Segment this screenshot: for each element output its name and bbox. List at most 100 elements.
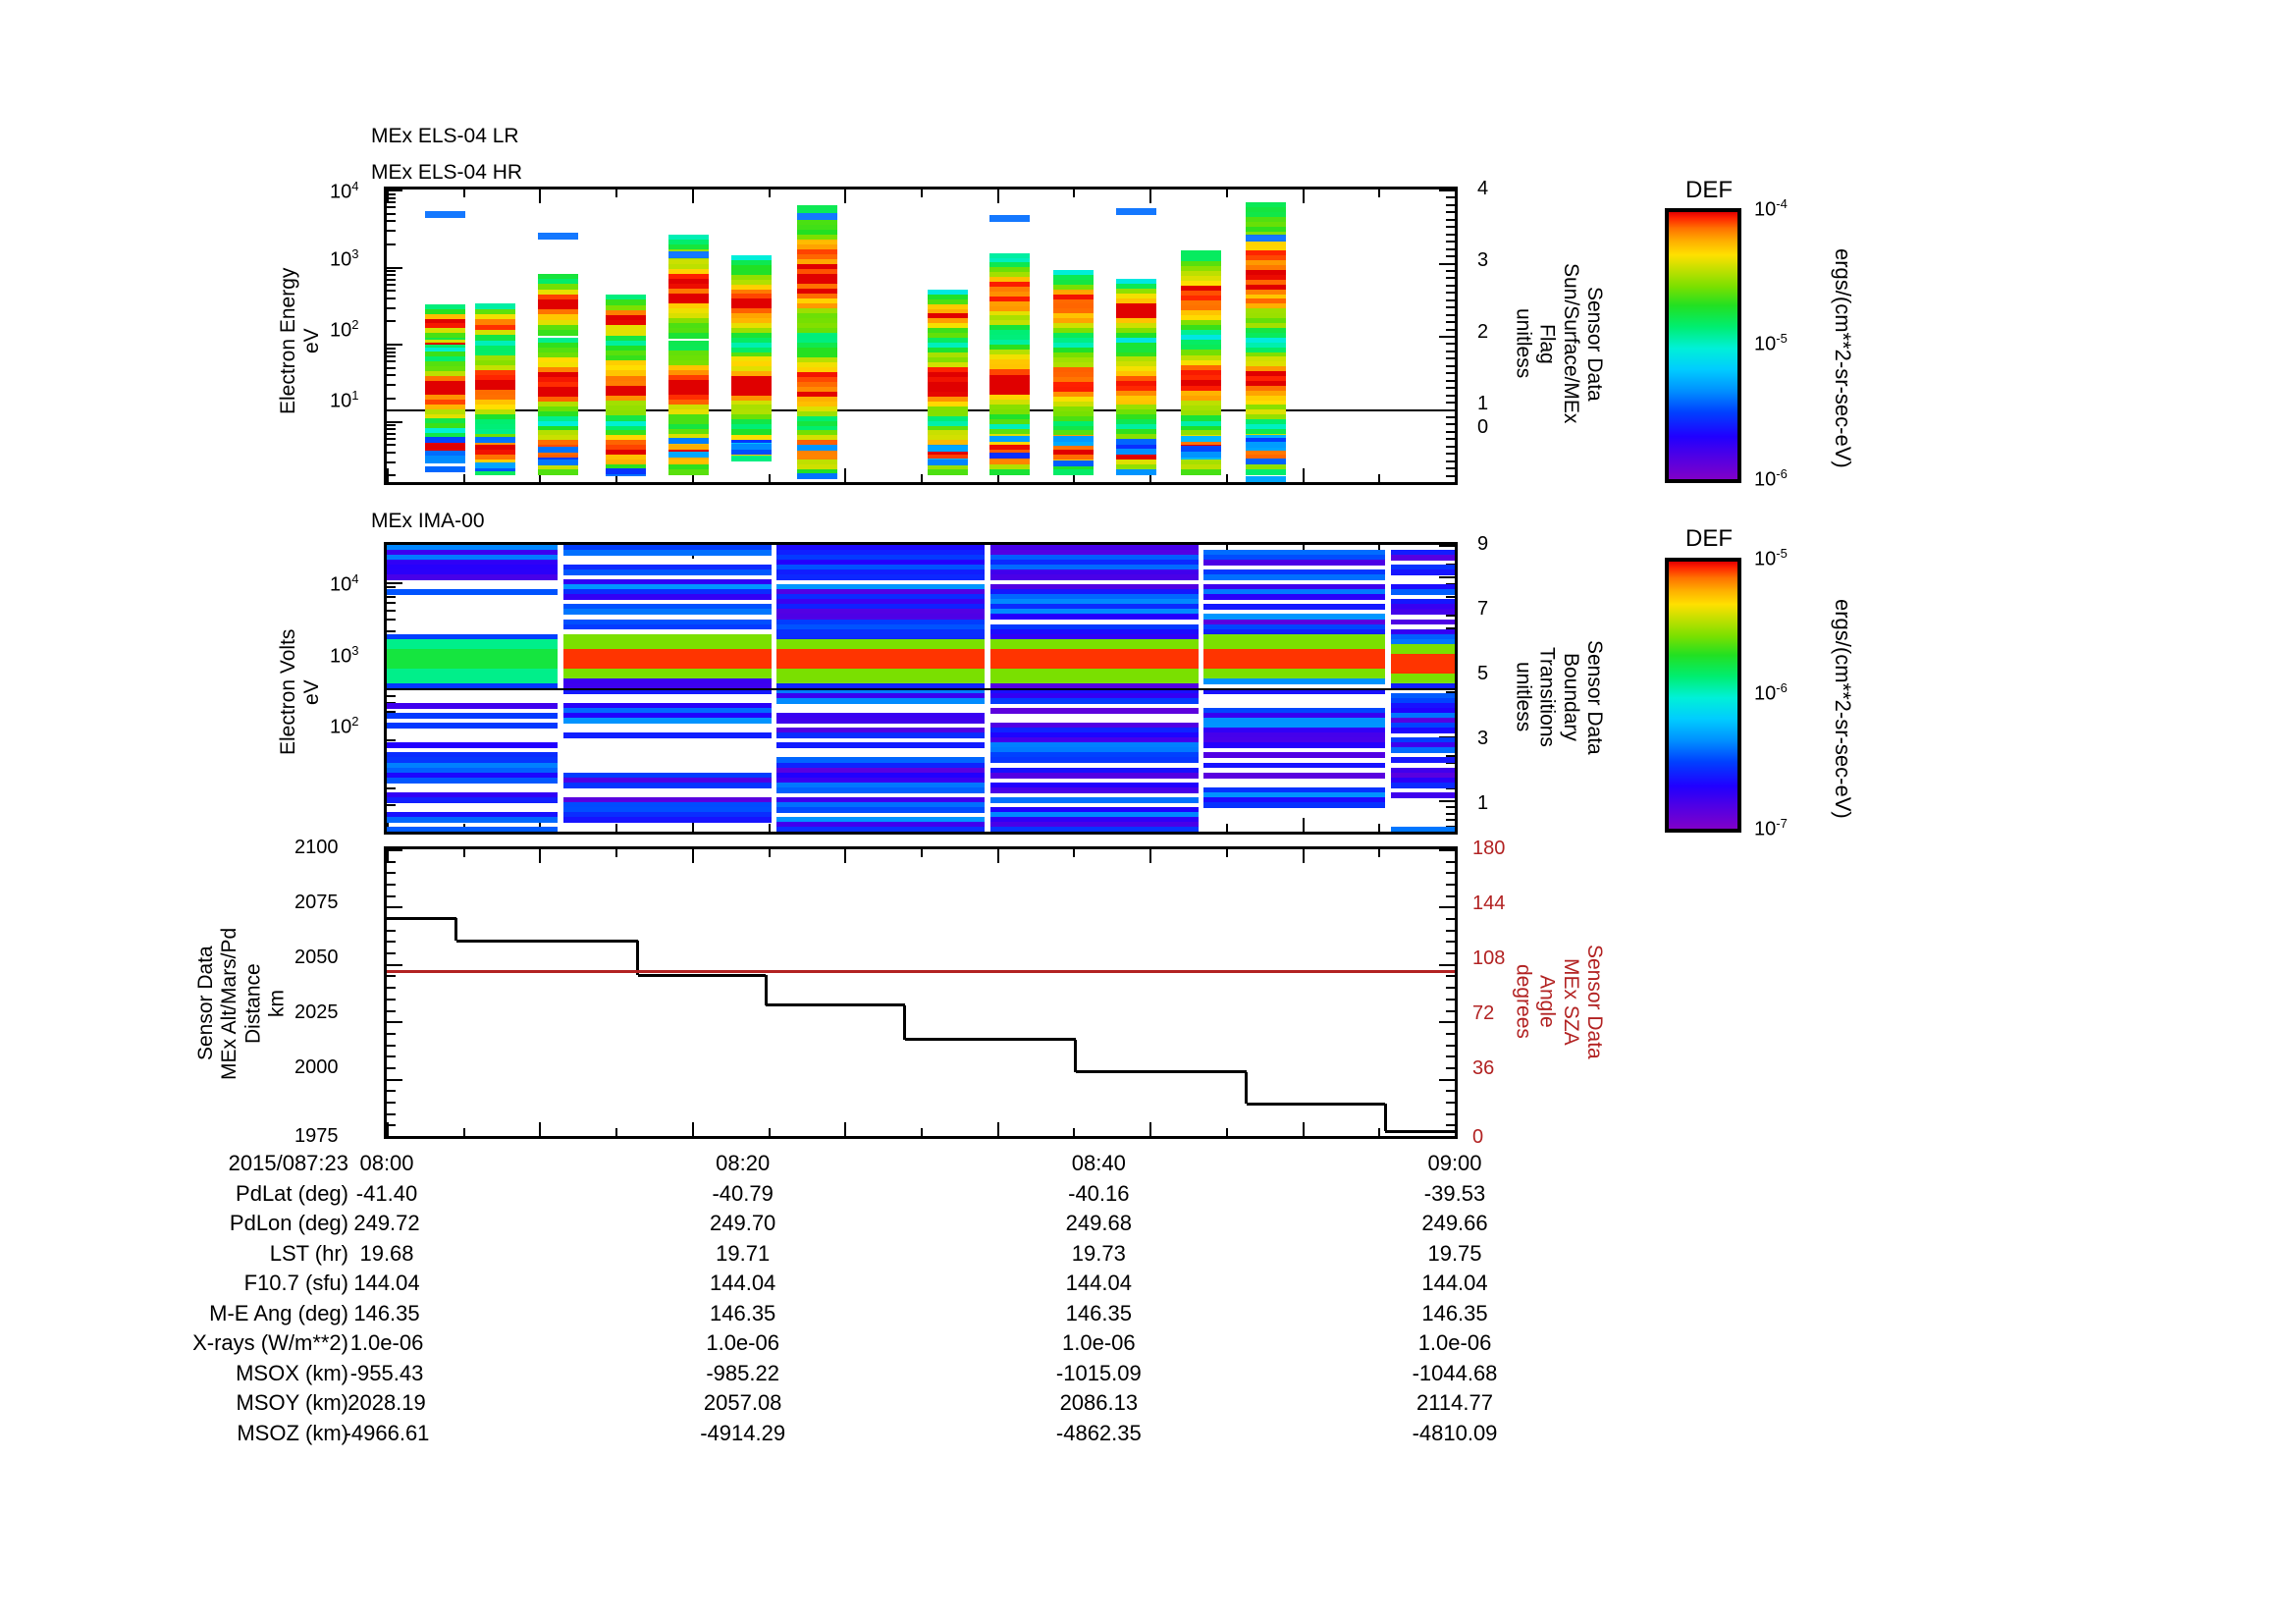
spectrogram-cell bbox=[1116, 317, 1156, 324]
spectrogram-cell bbox=[1391, 609, 1455, 616]
spectrogram-cell bbox=[731, 395, 772, 402]
spectrogram-cell bbox=[776, 732, 985, 739]
spectrogram-cell bbox=[425, 400, 465, 406]
y-tick bbox=[1446, 975, 1455, 977]
y-tick-right bbox=[1446, 416, 1455, 418]
x-tick bbox=[769, 824, 771, 832]
y-tick-left bbox=[387, 290, 396, 292]
spectrogram-cell bbox=[563, 708, 772, 715]
y-tick-right bbox=[1446, 248, 1455, 250]
spectrogram-cell bbox=[425, 408, 465, 415]
y-tick-right bbox=[1446, 460, 1455, 462]
spectrogram-cell bbox=[731, 456, 772, 462]
spectrogram-cell bbox=[1246, 207, 1286, 213]
x-tick bbox=[615, 824, 617, 832]
spectrogram-cell bbox=[1053, 415, 1094, 422]
y-tick-left bbox=[387, 398, 396, 400]
x-tick bbox=[997, 849, 999, 863]
panel2-ima-spectrogram[interactable] bbox=[384, 542, 1458, 835]
spectrogram-cell bbox=[1053, 406, 1094, 412]
spectrogram-cell bbox=[1391, 698, 1455, 704]
spectrogram-cell bbox=[1246, 352, 1286, 358]
spectrogram-cell bbox=[731, 347, 772, 353]
spectrogram-cell bbox=[989, 345, 1030, 352]
spectrogram-cell bbox=[606, 304, 646, 311]
y-tick bbox=[1446, 918, 1455, 920]
spectrogram-cell bbox=[538, 430, 578, 437]
spectrogram-cell bbox=[797, 366, 837, 373]
spectrogram-cell bbox=[990, 728, 1199, 734]
spectrogram-cell bbox=[731, 342, 772, 349]
panel3-ytick-2050: 2050 bbox=[294, 947, 339, 968]
x-tick bbox=[1455, 849, 1457, 863]
panel3-altitude-sza-plot[interactable] bbox=[384, 846, 1458, 1139]
spectrogram-cell bbox=[387, 648, 558, 655]
y-tick-right bbox=[1439, 263, 1455, 265]
spectrogram-cell bbox=[1203, 574, 1385, 581]
x-tick bbox=[1303, 1122, 1305, 1136]
spectrogram-cell bbox=[1246, 475, 1286, 482]
spectrogram-cell bbox=[731, 371, 772, 377]
spectrogram-cell bbox=[606, 445, 646, 452]
spectrogram-cell bbox=[387, 643, 558, 650]
spectrogram-cell bbox=[990, 614, 1199, 621]
spectrogram-cell bbox=[989, 315, 1030, 322]
spectrogram-cell bbox=[1246, 409, 1286, 416]
spectrogram-cell bbox=[1116, 352, 1156, 358]
y-tick bbox=[1446, 872, 1455, 874]
spectrogram-cell bbox=[563, 816, 772, 823]
spectrogram-cell bbox=[1053, 396, 1094, 403]
x-tick bbox=[1378, 1128, 1380, 1136]
panel3-ytick-1975: 1975 bbox=[294, 1125, 339, 1147]
spectrogram-cell bbox=[776, 757, 985, 764]
spectrogram-cell bbox=[425, 390, 465, 396]
spectrogram-cell bbox=[563, 668, 772, 675]
panel3-ytick-2100: 2100 bbox=[294, 837, 339, 858]
y-tick-right bbox=[1439, 800, 1455, 802]
spectrogram-cell bbox=[1391, 555, 1455, 561]
y-tick-right bbox=[1446, 387, 1455, 389]
x-tick bbox=[615, 1128, 617, 1136]
table-row-label: X-rays (W/m**2) bbox=[192, 1330, 348, 1355]
colorbar2-tick-mid: 10-6 bbox=[1754, 680, 1788, 705]
spectrogram-cell bbox=[797, 450, 837, 457]
spectrogram-cell bbox=[563, 682, 772, 689]
spectrogram-cell bbox=[425, 333, 465, 339]
spectrogram-cell bbox=[989, 320, 1030, 327]
y-tick bbox=[387, 930, 396, 932]
y-tick-right bbox=[1446, 357, 1455, 359]
spectrogram-cell bbox=[475, 374, 515, 381]
spectrogram-cell bbox=[563, 677, 772, 684]
spectrogram-cell bbox=[776, 638, 985, 645]
spectrogram-cell bbox=[668, 293, 709, 299]
spectrogram-cell bbox=[990, 688, 1199, 694]
spectrogram-cell bbox=[776, 786, 985, 793]
spectrogram-segment bbox=[563, 545, 772, 832]
panel3-ytick-2025: 2025 bbox=[294, 1001, 339, 1023]
spectrogram-cell bbox=[563, 777, 772, 784]
spectrogram-cell bbox=[1203, 619, 1385, 625]
spectrogram-cell bbox=[1203, 772, 1385, 779]
y-tick bbox=[387, 964, 402, 966]
x-axis-time-label: 08:20 bbox=[716, 1151, 771, 1175]
spectrogram-cell bbox=[668, 317, 709, 324]
table-cell: 249.70 bbox=[710, 1211, 776, 1235]
spectrogram-cell bbox=[538, 435, 578, 442]
spectrogram-cell bbox=[1181, 319, 1221, 326]
spectrogram-cell bbox=[1203, 658, 1385, 665]
spectrogram-cell bbox=[1203, 638, 1385, 645]
spectrogram-cell bbox=[1181, 380, 1221, 387]
spectrogram-cell bbox=[563, 638, 772, 645]
spectrogram-cell bbox=[538, 459, 578, 465]
table-row-label: PdLon (deg) bbox=[229, 1211, 348, 1235]
spectrogram-cell bbox=[1203, 742, 1385, 749]
panel1-electron-energy-spectrogram[interactable] bbox=[384, 187, 1458, 485]
spectrogram-cell bbox=[425, 366, 465, 372]
spectrogram-cell bbox=[1053, 275, 1094, 281]
y-tick bbox=[387, 975, 396, 977]
spectrogram-cell bbox=[776, 560, 985, 567]
spectrogram-cell bbox=[1116, 395, 1156, 402]
spectrogram-cell bbox=[990, 752, 1199, 759]
table-cell: -4914.29 bbox=[700, 1420, 786, 1445]
table-cell: 144.04 bbox=[1065, 1271, 1132, 1295]
